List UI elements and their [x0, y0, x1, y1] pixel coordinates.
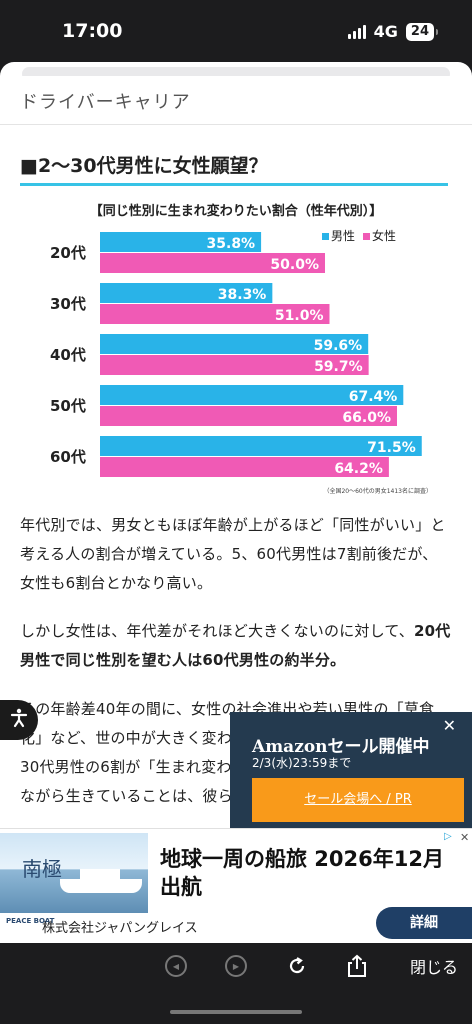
ad-headline[interactable]: 地球一周の船旅 2026年12月出航 [160, 847, 444, 899]
status-time: 17:00 [62, 20, 123, 42]
data-label: 66.0% [342, 410, 391, 426]
promo-subtitle: 2/3(水)23:59まで [252, 756, 352, 770]
data-label: 38.3% [218, 287, 267, 303]
ad-image[interactable]: 南極 [0, 833, 148, 913]
ad-image-text: 南極 [22, 857, 62, 881]
bar-male [100, 385, 404, 405]
category-label: 60代 [50, 448, 86, 466]
data-label: 67.4% [349, 389, 398, 405]
paragraph-2-bold: 20代男性で同じ性別を望む人は60代男性の約半分。 [20, 622, 451, 669]
data-label: 35.8% [207, 236, 256, 252]
adchoices-icon[interactable]: ▷ [444, 831, 452, 842]
site-header: ドライバーキャリア [0, 76, 472, 125]
bar-male [100, 232, 262, 252]
chart-note: （全国20〜60代の男女1413名に調査） [323, 488, 432, 495]
status-bar: 17:00 4G 24 [0, 0, 472, 62]
bar-female [100, 406, 397, 426]
browser-sheet: ドライバーキャリア ■2〜30代男性に女性願望？ 【同じ性別に生まれ変わりたい割… [0, 62, 472, 942]
accessibility-icon [9, 708, 29, 733]
ad-close-icon[interactable]: ✕ [460, 831, 470, 844]
status-indicators: 4G 24 [347, 22, 439, 41]
bar-chart: 20代 35.8% 50.0% 30代 38.3% 51.0% 40代 59.6% 59.7% 5… [50, 232, 422, 477]
data-label: 50.0% [270, 257, 319, 273]
paragraph-1: 年代別では、男女ともほぼ年齢が上がるほど「同性がいい」と考える人の割合が増えてい… [20, 516, 446, 592]
site-title[interactable]: ドライバーキャリア [20, 92, 191, 113]
reload-button[interactable] [283, 948, 311, 984]
promo-sale-button[interactable]: セール会場へ / PR [252, 778, 464, 822]
section-heading: ■2〜30代男性に女性願望？ [20, 155, 268, 177]
ad-banner[interactable]: 南極 ▷ ✕ 地球一周の船旅 2026年12月出航 PEACE BOAT 株式会… [0, 828, 472, 943]
paragraph-4: 30代男性の6割が「生まれ変わ [20, 758, 232, 776]
browser-toolbar: ◀ ▶ 閉じる [0, 942, 472, 1024]
category-label: 20代 [50, 244, 86, 262]
heading-underline [20, 183, 448, 186]
bar-female [100, 457, 389, 477]
accessibility-button[interactable] [0, 700, 38, 740]
ad-details-button[interactable]: 詳細 [376, 907, 472, 939]
legend-male-swatch [322, 233, 329, 240]
data-label: 71.5% [367, 440, 416, 456]
category-label: 50代 [50, 397, 86, 415]
share-button[interactable] [343, 948, 371, 984]
bar-female [100, 253, 325, 273]
bar-female [100, 355, 369, 375]
reload-icon [289, 957, 305, 974]
paragraph-2-text: しかし女性は、年代差がそれほど大きくないのに対して、 [20, 622, 415, 640]
promo-close-icon[interactable]: ✕ [442, 716, 456, 735]
data-label: 51.0% [275, 308, 324, 324]
bar-male [100, 334, 369, 354]
forward-icon: ▶ [225, 955, 247, 977]
ad-company: 株式会社ジャパングレイス [42, 921, 198, 936]
legend-female: 女性 [363, 227, 396, 244]
battery-icon: 24 [405, 22, 439, 41]
bar-male [100, 283, 273, 303]
close-browser-button[interactable]: 閉じる [409, 958, 458, 977]
category-label: 40代 [50, 346, 86, 364]
share-icon [348, 954, 366, 977]
ad-logo: PEACE BOAT [6, 917, 55, 925]
category-label: 30代 [50, 295, 86, 313]
promo-title: Amazonセール開催中 [252, 737, 430, 757]
back-icon: ◀ [165, 955, 187, 977]
paragraph-5: ながら生きていることは、彼ら [20, 787, 233, 805]
legend-male: 男性 [322, 227, 355, 244]
signal-icon [347, 24, 366, 39]
bar-male [100, 436, 422, 456]
data-label: 59.6% [314, 338, 363, 354]
back-button[interactable]: ◀ [162, 948, 190, 984]
paragraph-2: しかし女性は、年代差がそれほど大きくないのに対して、20代男性で同じ性別を望む人… [20, 617, 452, 675]
bar-female [100, 304, 330, 324]
legend-female-swatch [363, 233, 371, 240]
home-indicator [170, 1010, 302, 1014]
forward-button[interactable]: ▶ [222, 948, 250, 984]
ship-cabin-shape [80, 869, 120, 879]
chart-title: 【同じ性別に生まれ変わりたい割合（性年代別）】 [89, 204, 383, 219]
chart-legend: 男性 女性 [322, 227, 396, 244]
ship-icon [60, 879, 142, 893]
data-label: 64.2% [334, 461, 383, 477]
amazon-promo-popup: ✕ Amazonセール開催中 2/3(水)23:59まで セール会場へ / PR [230, 712, 472, 828]
network-type: 4G [373, 22, 398, 41]
data-label: 59.7% [314, 359, 363, 375]
